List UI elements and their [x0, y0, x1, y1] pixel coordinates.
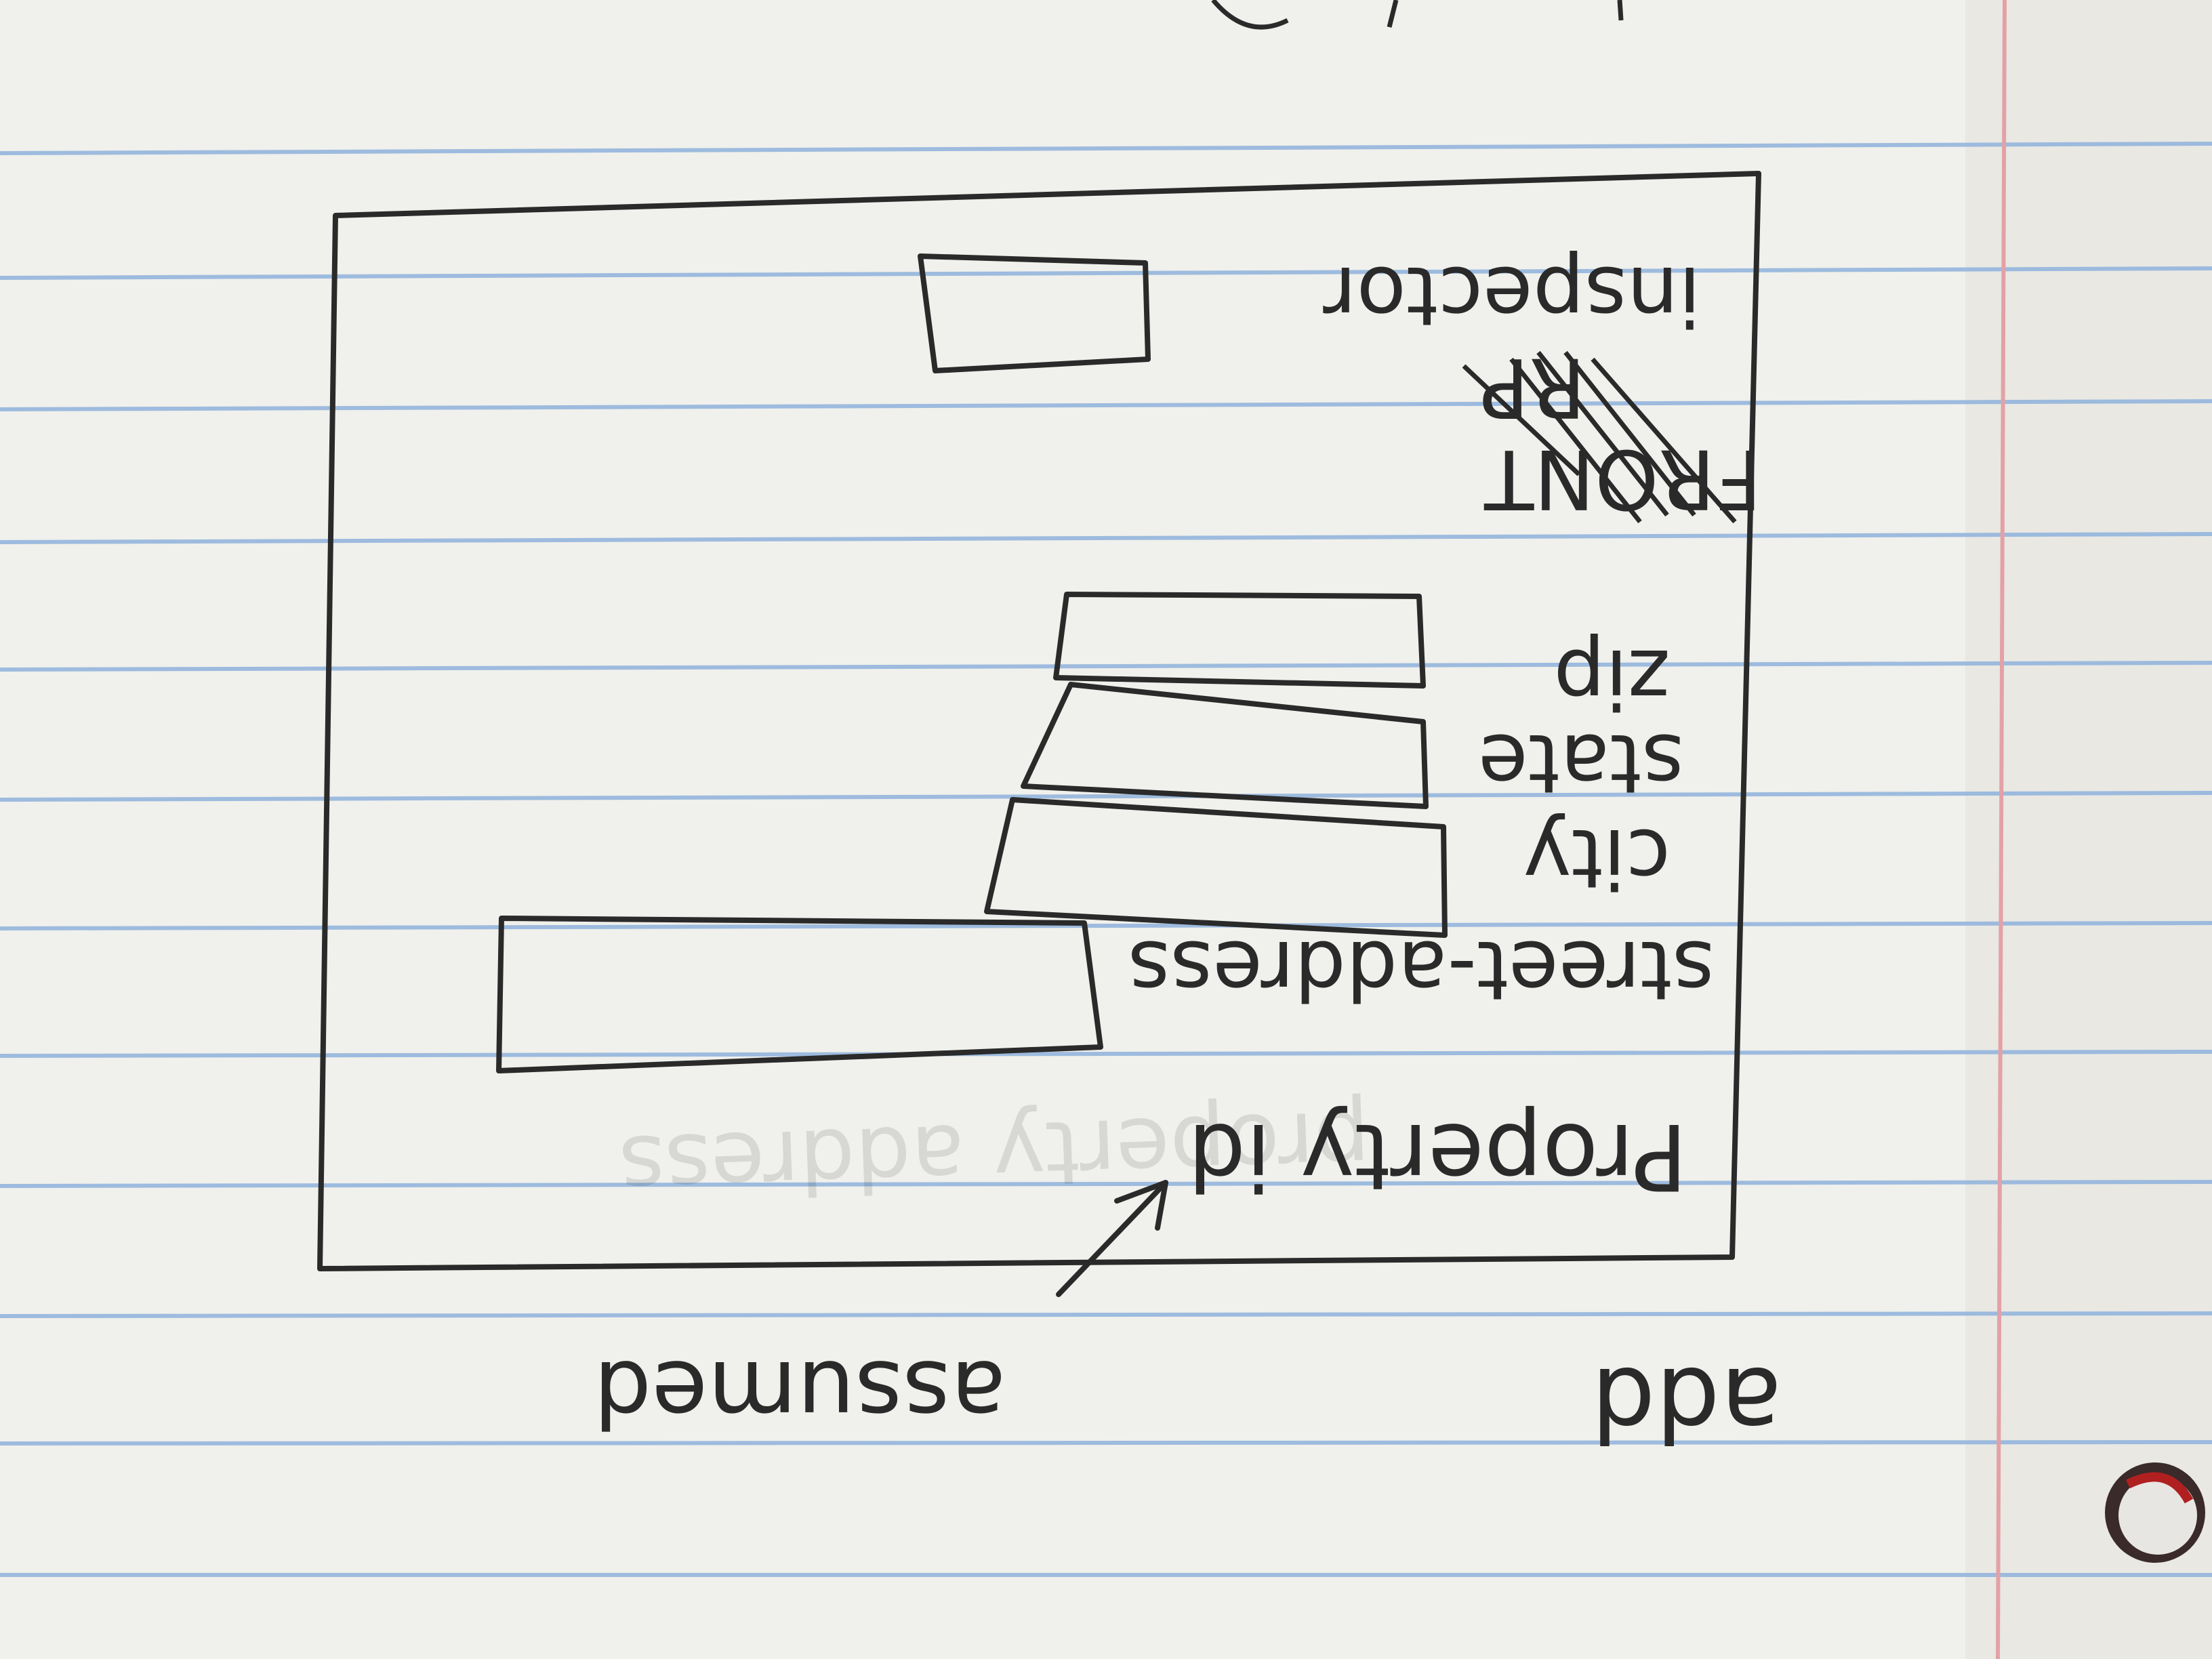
property-id-label: Property id	[1188, 1103, 1687, 1210]
crossed-out-text: FRONT	[1483, 431, 1762, 525]
city-box	[984, 797, 1448, 938]
form-boxes	[496, 253, 1448, 1073]
state-box	[1021, 682, 1429, 809]
paper-shadow	[1965, 0, 2212, 1659]
assumed-label: assumed	[594, 1340, 1006, 1447]
labels: inspector zip state city street-address …	[594, 248, 1782, 1462]
binder-hole	[2105, 1462, 2205, 1563]
inspector-box	[918, 253, 1151, 373]
arrow	[1056, 1180, 1168, 1297]
add-label: add	[1591, 1345, 1782, 1462]
zip-box	[1053, 592, 1426, 689]
street-address-box	[496, 916, 1103, 1073]
scribble-strike	[1462, 350, 1737, 524]
state-label: state	[1478, 716, 1684, 810]
sketch-remnant	[1211, 0, 1624, 30]
margin-line	[1996, 0, 2007, 1659]
zip-label: zip	[1554, 631, 1671, 725]
ruled-lines	[0, 142, 2212, 1577]
form-outline	[317, 171, 1761, 1271]
street-address-label: street-address	[1128, 922, 1715, 1017]
city-label: city	[1523, 811, 1671, 905]
crossed-out-block: FRONT RP	[1462, 340, 1762, 525]
inspector-label: inspector	[1323, 248, 1701, 342]
